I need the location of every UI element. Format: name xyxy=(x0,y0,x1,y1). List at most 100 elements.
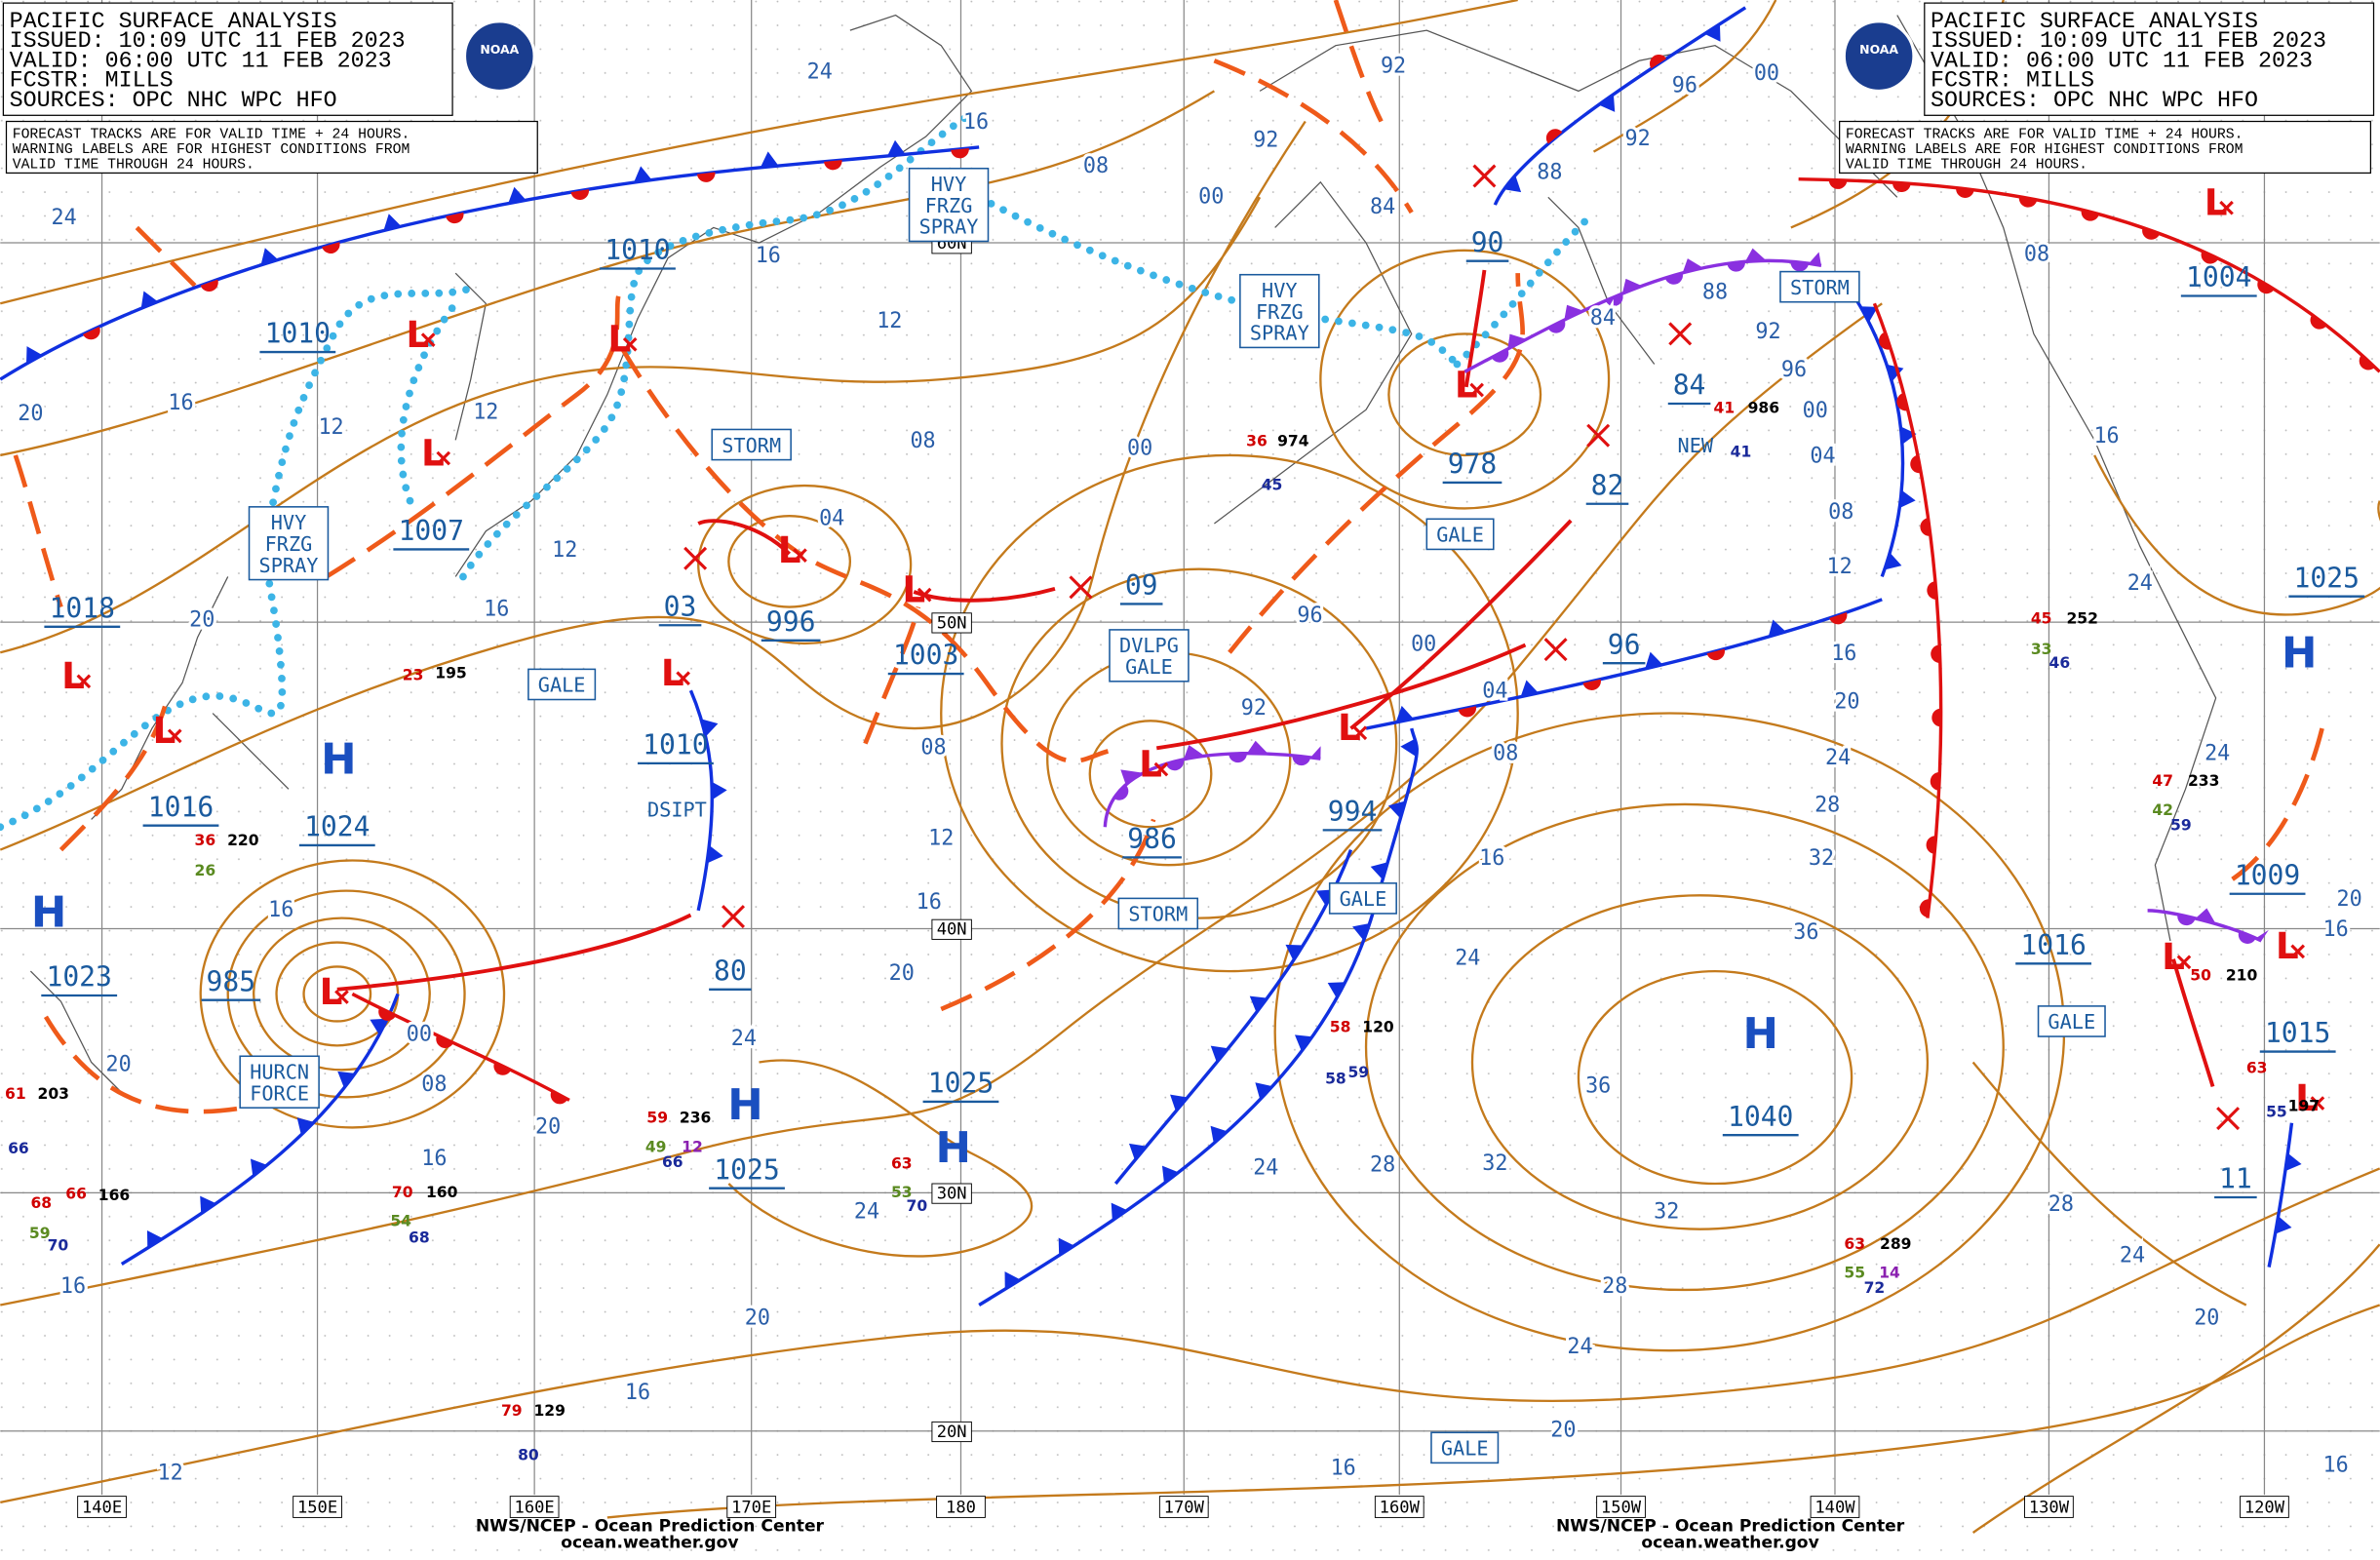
note-line: VALID TIME THROUGH 24 HOURS. xyxy=(1846,158,2087,174)
isobar-label: 24 xyxy=(2204,742,2230,766)
isobar-label: 12 xyxy=(473,400,498,424)
front-pip xyxy=(1931,644,1940,664)
front-pip xyxy=(1310,746,1321,760)
station-value: 68 xyxy=(30,1194,52,1212)
pressure-value: 986 xyxy=(1127,823,1177,855)
front-pip xyxy=(2238,931,2256,944)
isobar-label: 96 xyxy=(1781,358,1807,382)
front-pip xyxy=(1004,1271,1021,1290)
front-pip xyxy=(760,151,779,168)
station-value: 14 xyxy=(1879,1265,1900,1282)
front-pip xyxy=(1919,899,1931,917)
isobar-label: 88 xyxy=(1537,160,1562,184)
front-pip xyxy=(570,189,590,200)
front-pip xyxy=(2275,1216,2292,1234)
front-pip xyxy=(711,781,727,800)
note-line: VALID TIME THROUGH 24 HOURS. xyxy=(13,158,254,174)
station-value: 79 xyxy=(501,1402,523,1420)
front-cold xyxy=(688,689,715,912)
front-pip xyxy=(200,279,218,292)
station-value: 63 xyxy=(2246,1059,2268,1076)
isobar-label: 00 xyxy=(1198,184,1224,209)
pressure-value: 1025 xyxy=(714,1153,779,1186)
high-center: H xyxy=(321,735,356,784)
isobar-label: 16 xyxy=(1331,1457,1356,1481)
front-pip xyxy=(1395,705,1414,722)
station-value: 59 xyxy=(29,1225,51,1242)
front-pip xyxy=(1910,454,1922,474)
station-value: 53 xyxy=(891,1184,913,1201)
low-x xyxy=(334,990,349,1004)
station-value: 203 xyxy=(38,1085,69,1103)
front-pip xyxy=(200,1195,216,1214)
longitude-label: 150W xyxy=(1601,1499,1642,1518)
isobar-label: 16 xyxy=(268,898,293,922)
lon-box xyxy=(77,1496,127,1518)
front-pip xyxy=(1210,1045,1229,1063)
warning-box xyxy=(248,506,330,581)
front-stat xyxy=(1493,6,1747,206)
station-value: 233 xyxy=(2188,772,2219,790)
front-pip xyxy=(82,327,100,340)
front-pip xyxy=(1545,129,1563,144)
front-pip xyxy=(887,139,906,157)
front-pip xyxy=(1664,272,1684,285)
isobar-label: 12 xyxy=(318,415,343,440)
isobar-label: 92 xyxy=(1253,129,1278,153)
pressure-value: 1025 xyxy=(2294,562,2360,594)
warning-label: STORM xyxy=(1128,903,1188,926)
front-pip xyxy=(1547,320,1566,333)
forecast-x xyxy=(1586,423,1611,448)
front-pip xyxy=(1564,304,1584,321)
isobar-label: 08 xyxy=(910,429,935,453)
isobar-label: 16 xyxy=(963,110,989,135)
isobar-label: 16 xyxy=(2322,1454,2348,1478)
warning-box xyxy=(2037,1005,2106,1037)
freezing-spray-lines xyxy=(0,109,1598,832)
front-pip xyxy=(1809,252,1821,266)
warning-label: HVY xyxy=(1262,279,1298,302)
forecast-x xyxy=(1543,638,1568,662)
front-pip xyxy=(1246,740,1268,755)
low-x xyxy=(793,548,807,563)
front-pip xyxy=(1285,944,1304,961)
isobar-label: 00 xyxy=(407,1022,432,1046)
front-pip xyxy=(1249,995,1268,1013)
station-value: 195 xyxy=(435,665,466,682)
low-x xyxy=(2219,200,2234,215)
front-pip xyxy=(1956,187,1974,198)
front-pip xyxy=(146,1229,164,1249)
isobar-label: 88 xyxy=(1702,280,1728,304)
front-pip xyxy=(1292,755,1311,766)
pressure-value: 1040 xyxy=(1728,1101,1793,1133)
pressure-value: 1016 xyxy=(2020,929,2086,961)
front-pip xyxy=(1294,1034,1312,1052)
front-cold xyxy=(2267,1122,2294,1268)
pressure-value: 03 xyxy=(664,591,697,623)
front-pip xyxy=(2201,251,2219,264)
warning-box xyxy=(1430,1431,1500,1464)
note-box xyxy=(5,120,538,175)
station-value: 220 xyxy=(227,832,259,849)
isobar-label: 92 xyxy=(1241,696,1267,721)
warning-label: GALE xyxy=(538,674,586,697)
front-pip xyxy=(701,719,719,737)
front-pip xyxy=(1507,333,1527,349)
front-pip xyxy=(1621,278,1643,294)
isobar-label: 96 xyxy=(1672,74,1697,98)
isobar-label: 24 xyxy=(1825,746,1851,770)
header-line: ISSUED: 10:09 UTC 11 FEB 2023 xyxy=(1931,29,2326,55)
isobar-label: 08 xyxy=(920,735,946,760)
isobar-label: 28 xyxy=(1370,1152,1395,1177)
latitude-label: 20N xyxy=(937,1423,967,1442)
warning-label: HURCN xyxy=(250,1061,309,1084)
station-value: 974 xyxy=(1277,433,1309,450)
lon-box xyxy=(726,1496,777,1518)
lon-box xyxy=(293,1496,342,1518)
lon-box xyxy=(2240,1496,2289,1518)
longitude-label: 130W xyxy=(2029,1499,2070,1518)
front-pip xyxy=(370,1018,388,1035)
station-value: 120 xyxy=(1362,1018,1394,1035)
forecast-tracks xyxy=(336,269,2215,1087)
